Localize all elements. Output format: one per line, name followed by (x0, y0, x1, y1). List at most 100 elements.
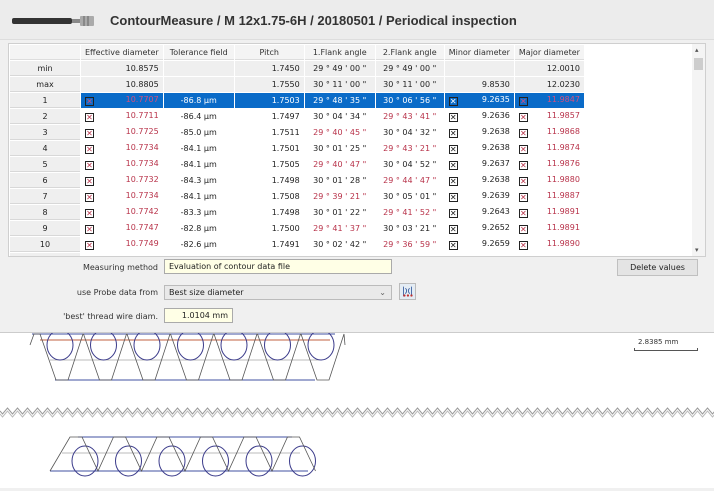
vertical-scrollbar[interactable]: ▴ ▾ (692, 44, 705, 256)
checkbox[interactable]: ✕ (85, 97, 94, 106)
probe-data-value: Best size diameter (169, 288, 244, 297)
pitch-cell: 1.7450 (234, 61, 304, 76)
checkbox[interactable]: ✕ (448, 177, 458, 186)
measuring-method-field[interactable]: Evaluation of contour data file (164, 259, 392, 274)
table-row[interactable]: 4 ✕ 10.7734 -84.1 µm 1.7501 30 ° 01 ' 25 " 29 … (10, 141, 584, 156)
effective-diameter-cell: ✕ 10.7734 (81, 157, 163, 172)
flank1-cell: 29 ° 41 ' 37 " (313, 224, 367, 233)
checkbox[interactable]: ✕ (448, 241, 458, 250)
chevron-down-icon: ⌄ (379, 288, 386, 297)
column-header[interactable]: Minor diameter (444, 45, 514, 60)
checkbox[interactable]: ✕ (518, 97, 528, 106)
pitch-cell: 1.7497 (234, 109, 304, 124)
flank2-cell: 30 ° 04 ' 32 " (383, 128, 437, 137)
table-row[interactable]: 6 ✕ 10.7732 -84.3 µm 1.7498 30 ° 01 ' 28 " 29 … (10, 173, 584, 188)
pitch-cell: 1.7503 (234, 93, 304, 108)
delete-values-button[interactable]: Delete values (617, 259, 698, 276)
scroll-up-icon[interactable]: ▴ (695, 46, 699, 54)
checkbox[interactable]: ✕ (518, 145, 528, 154)
limit-row-min: min 10.8575 1.7450 29 ° 49 ' 00 " 29 ° 49 ' … (10, 61, 584, 76)
column-header[interactable]: 1.Flank angle (304, 45, 375, 60)
checkbox[interactable]: ✕ (85, 193, 94, 202)
checkbox[interactable]: ✕ (518, 225, 528, 234)
row-number: 9 (10, 221, 80, 236)
checkbox[interactable]: ✕ (448, 161, 458, 170)
checkbox[interactable]: ✕ (518, 177, 528, 186)
flank2-cell: 29 ° 36 ' 59 " (383, 240, 437, 249)
effective-diameter-cell: ✕ 10.7707 (81, 93, 163, 108)
flank1-cell: 30 ° 02 ' 42 " (313, 240, 367, 249)
thread-profile-svg (0, 329, 714, 477)
column-header[interactable]: Major diameter (514, 45, 584, 60)
column-header[interactable]: Pitch (234, 45, 304, 60)
wire-circle (71, 445, 99, 477)
checkbox[interactable]: ✕ (518, 241, 528, 250)
table-row[interactable]: 2 ✕ 10.7711 -86.4 µm 1.7497 30 ° 04 ' 34 " 29 … (10, 109, 584, 124)
checkbox[interactable]: ✕ (518, 129, 528, 138)
probe-settings-icon[interactable] (399, 283, 416, 300)
checkbox[interactable]: ✕ (518, 161, 528, 170)
checkbox[interactable]: ✕ (448, 193, 458, 202)
page-title: ContourMeasure / M 12x1.75-6H / 20180501… (110, 13, 517, 28)
minor-diameter-cell: ✕ 9.2638 (444, 125, 514, 140)
minor-diameter-cell: ✕ 9.2659 (444, 237, 514, 252)
wire-circle (46, 329, 74, 361)
table-row[interactable]: 8 ✕ 10.7742 -83.3 µm 1.7498 30 ° 01 ' 22 " 29 … (10, 205, 584, 220)
wire-circle (220, 329, 248, 361)
flank2-cell: 30 ° 05 ' 01 " (383, 192, 437, 201)
column-header[interactable] (10, 45, 80, 60)
probe-data-select[interactable]: Best size diameter ⌄ (164, 285, 392, 300)
scroll-thumb[interactable] (694, 58, 703, 70)
checkbox[interactable]: ✕ (448, 97, 458, 106)
checkbox[interactable]: ✕ (448, 225, 458, 234)
table-row[interactable]: 10 ✕ 10.7749 -82.6 µm 1.7491 30 ° 02 ' 42 " 29… (10, 237, 584, 252)
row-number: 8 (10, 205, 80, 220)
checkbox[interactable]: ✕ (518, 113, 528, 122)
column-header[interactable]: 2.Flank angle (375, 45, 444, 60)
checkbox[interactable]: ✕ (85, 209, 94, 218)
flank2-cell: 29 ° 43 ' 21 " (383, 144, 437, 153)
minor-diameter-cell: ✕9.2663 (444, 253, 514, 256)
eff-cell: 10.8805 (81, 77, 163, 92)
minor-diameter-cell: ✕ 9.2638 (444, 173, 514, 188)
checkbox[interactable]: ✕ (85, 241, 94, 250)
column-header[interactable]: Effective diameter (81, 45, 163, 60)
major-diameter-cell: ✕11.9890 (514, 237, 584, 252)
checkbox[interactable]: ✕ (448, 209, 458, 218)
checkbox[interactable]: ✕ (85, 225, 94, 234)
results-table[interactable]: Effective diameter Tolerance field Pitch 1.… (8, 43, 706, 257)
effective-diameter-cell: ✕ 10.7734 (81, 141, 163, 156)
scroll-down-icon[interactable]: ▾ (695, 246, 699, 254)
checkbox[interactable]: ✕ (518, 193, 528, 202)
row-number: 2 (10, 109, 80, 124)
thread-profile-bottom (49, 436, 316, 472)
table-row[interactable]: 3 ✕ 10.7725 -85.0 µm 1.7511 29 ° 40 ' 45 " 30 … (10, 125, 584, 140)
pitch-cell: 1.7508 (234, 189, 304, 204)
f2-cell: 30 ° 11 ' 00 " (375, 77, 444, 92)
effective-diameter-cell: ✕ 10.7747 (81, 221, 163, 236)
tolerance-cell: -86.8 µm (163, 93, 234, 108)
table-row[interactable]: 7 ✕ 10.7734 -84.1 µm 1.7508 29 ° 39 ' 21 " 30 … (10, 189, 584, 204)
pitch-cell: 1.7550 (234, 77, 304, 92)
column-header[interactable]: Tolerance field (163, 45, 234, 60)
checkbox[interactable]: ✕ (518, 209, 528, 218)
table-row[interactable]: 1 ✕ 10.7707 -86.8 µm 1.7503 29 ° 48 ' 35 " 30 … (10, 93, 584, 108)
checkbox[interactable]: ✕ (85, 177, 94, 186)
table-row[interactable]: 5 ✕ 10.7734 -84.1 µm 1.7505 29 ° 40 ' 47 " 30 … (10, 157, 584, 172)
tolerance-cell: -86.4 µm (180, 112, 217, 121)
checkbox[interactable]: ✕ (448, 129, 458, 138)
tolerance-cell: -82.6 µm (180, 240, 217, 249)
checkbox[interactable]: ✕ (448, 113, 458, 122)
checkbox[interactable]: ✕ (448, 145, 458, 154)
table-row[interactable]: 9 ✕ 10.7747 -82.8 µm 1.7500 29 ° 41 ' 37 " 30 … (10, 221, 584, 236)
checkbox[interactable]: ✕ (85, 161, 94, 170)
checkbox[interactable]: ✕ (85, 113, 94, 122)
pitch-cell: 1.7505 (234, 157, 304, 172)
checkbox[interactable]: ✕ (85, 145, 94, 154)
major-diameter-cell: ✕ 11.9857 (514, 109, 584, 124)
wire-diameter-field[interactable]: 1.0104 mm (164, 308, 233, 323)
f1-cell: 29 ° 49 ' 00 " (304, 61, 375, 76)
checkbox[interactable]: ✕ (85, 129, 94, 138)
tolerance-cell: -84.3 µm (180, 176, 217, 185)
